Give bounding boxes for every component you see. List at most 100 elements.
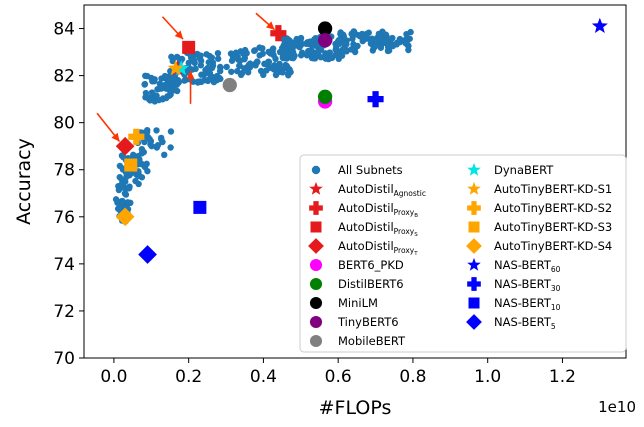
- subnet-point: [335, 37, 342, 45]
- subnet-point: [282, 61, 289, 69]
- y-axis-title: Accuracy: [13, 138, 35, 225]
- model-point: [124, 158, 138, 172]
- x-tick-label: 0.0: [100, 367, 127, 387]
- subnet-point: [116, 173, 123, 181]
- model-point: [182, 40, 196, 54]
- subnet-point: [143, 129, 150, 137]
- legend-marker: [308, 238, 324, 254]
- subnet-point: [163, 94, 170, 102]
- subnet-point: [308, 47, 315, 54]
- y-tick-label: 78: [53, 161, 75, 181]
- subnet-point: [269, 48, 276, 55]
- y-tick-label: 74: [53, 255, 75, 275]
- model-point: [317, 33, 333, 48]
- subnet-point: [223, 63, 230, 71]
- subnet-point: [206, 69, 214, 77]
- legend-marker: [466, 238, 482, 254]
- legend: All SubnetsAutoDistilAgnosticAutoDistilP…: [299, 154, 627, 353]
- subnet-point: [361, 35, 369, 43]
- subnet-point: [167, 144, 174, 151]
- subnet-point: [368, 37, 375, 44]
- subnet-point: [377, 44, 385, 51]
- subnet-point: [181, 77, 188, 84]
- subnet-point: [192, 65, 199, 73]
- subnet-point: [161, 72, 169, 80]
- y-tick-label: 84: [53, 20, 75, 40]
- subnet-point: [290, 54, 297, 61]
- subnet-point: [124, 199, 131, 206]
- subnet-point: [283, 35, 291, 42]
- subnet-point: [140, 148, 147, 156]
- y-axis-ticks: 70 72 74 76 78 80 82 84: [53, 20, 84, 369]
- subnet-point: [307, 38, 314, 45]
- legend-marker: [309, 277, 323, 291]
- subnet-point: [341, 40, 348, 48]
- subnet-point: [214, 49, 222, 57]
- legend-label: AutoTinyBERT-KD-S1: [494, 182, 612, 196]
- legend-marker: [309, 315, 323, 329]
- model-point: [167, 60, 184, 76]
- subnet-point: [326, 49, 333, 56]
- arrow-head: [174, 30, 184, 40]
- legend-marker: [468, 297, 480, 309]
- legend-label: TinyBERT6: [337, 315, 399, 329]
- subnet-point: [251, 47, 259, 54]
- model-point: [367, 91, 384, 108]
- subnet-point: [167, 128, 175, 135]
- subnet-point: [340, 45, 347, 53]
- subnet-point: [132, 177, 139, 185]
- subnet-point: [363, 30, 370, 38]
- subnet-point: [153, 127, 160, 134]
- y-tick-label: 80: [53, 114, 75, 134]
- arrow-head: [111, 132, 120, 142]
- model-point: [115, 207, 135, 227]
- subnet-point: [204, 64, 211, 72]
- subnet-point: [216, 74, 223, 82]
- subnet-point: [282, 47, 289, 55]
- subnet-point: [198, 78, 205, 86]
- legend-label: AutoTinyBERT-KD-S3: [494, 220, 612, 234]
- legend-marker: [309, 296, 323, 310]
- subnet-point: [265, 58, 273, 66]
- legend-label: MiniLM: [338, 296, 378, 310]
- legend-box: [299, 154, 627, 353]
- legend-marker: [309, 258, 323, 272]
- y-tick-label: 76: [53, 208, 75, 228]
- legend-label: AutoTinyBERT-KD-S2: [494, 201, 612, 215]
- subnet-point: [244, 69, 252, 76]
- legend-marker: [466, 314, 482, 330]
- subnet-point: [276, 60, 283, 68]
- legend-marker: [467, 201, 481, 215]
- subnet-point: [119, 181, 127, 188]
- subnet-point: [119, 197, 126, 205]
- y-tick-label: 82: [53, 67, 75, 87]
- x-axis-title: #FLOPs: [319, 397, 392, 419]
- legend-label: NAS-BERT30: [494, 277, 561, 293]
- x-tick-label: 0.8: [399, 367, 426, 387]
- legend-label: NAS-BERT60: [494, 258, 561, 274]
- subnet-point: [210, 78, 218, 86]
- subnet-point: [293, 35, 300, 43]
- subnet-point: [286, 66, 293, 73]
- subnet-point: [328, 54, 336, 62]
- subnet-point: [296, 43, 303, 51]
- model-point: [128, 128, 145, 145]
- subnet-point: [356, 33, 364, 40]
- subnet-point: [185, 59, 192, 67]
- subnet-point: [154, 142, 162, 149]
- subnet-point: [237, 71, 245, 79]
- legend-marker: [309, 334, 323, 348]
- legend-marker: [311, 165, 321, 175]
- subnet-point: [236, 57, 244, 64]
- legend-marker: [309, 201, 323, 215]
- subnet-point: [137, 160, 145, 167]
- arrow-head: [265, 21, 275, 30]
- model-point: [115, 136, 135, 156]
- subnet-point: [239, 50, 247, 57]
- legend-marker: [468, 221, 480, 233]
- model-point: [591, 17, 608, 34]
- subnet-point: [337, 29, 344, 36]
- subnet-point: [158, 85, 165, 92]
